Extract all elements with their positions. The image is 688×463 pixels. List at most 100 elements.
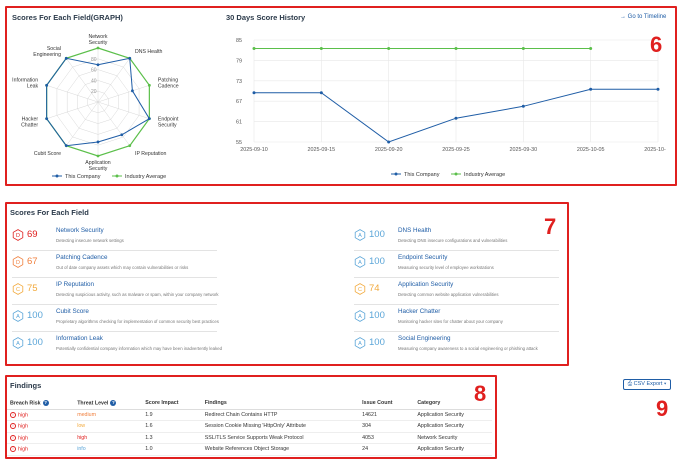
legend-this-company[interactable]: This Company	[391, 172, 440, 178]
findings-row[interactable]: ! high high 1.3 SSL/TLS Service Supports Wea…	[6, 432, 492, 444]
score-field-name[interactable]: IP Reputation	[56, 281, 95, 288]
help-icon[interactable]: ?	[110, 400, 117, 407]
score-field-name[interactable]: Hacker Chatter	[398, 308, 441, 315]
x-tick-label: 2025-09-25	[442, 147, 470, 153]
score-field-description: Measuring security level of employee wor…	[398, 265, 494, 270]
finding-link[interactable]: Redirect Chain Contains HTTP	[200, 409, 359, 421]
hexagon-badge-icon: D	[12, 256, 24, 268]
score-item[interactable]: A 100 Information Leak Potentially confiden…	[12, 335, 342, 359]
col-score-impact[interactable]: Score Impact	[141, 398, 201, 410]
svg-text:D: D	[16, 233, 20, 239]
legend-industry-average[interactable]: Industry Average	[112, 174, 166, 180]
findings-row[interactable]: ! high medium 1.9 Redirect Chain Contains HT…	[6, 409, 492, 421]
alert-icon: !	[10, 411, 16, 418]
score-value: 74	[369, 283, 380, 294]
score-item[interactable]: D 67 Patching Cadence Out of date company a…	[12, 254, 342, 278]
col-findings[interactable]: Findings	[200, 398, 359, 410]
radar-tick-label: 80	[91, 57, 97, 63]
row-divider	[12, 331, 217, 332]
score-value: 100	[369, 310, 385, 321]
score-field-name[interactable]: Endpoint Security	[398, 254, 448, 261]
line-point	[521, 47, 525, 50]
radar-category-label: Network Security	[88, 34, 107, 46]
radar-point	[131, 89, 134, 93]
findings-header-row: Breach Risk? Threat Level? Score Impact …	[6, 398, 492, 410]
radar-category-label: IP Reputation	[135, 151, 166, 157]
line-point	[252, 47, 256, 50]
line-point	[454, 47, 458, 50]
radar-point	[64, 56, 68, 60]
hexagon-badge-icon: A	[354, 310, 366, 322]
category-cell: Network Security	[413, 432, 492, 444]
y-tick-label: 85	[236, 38, 242, 44]
col-threat-level[interactable]: Threat Level?	[73, 398, 142, 410]
y-tick-label: 79	[236, 58, 242, 64]
score-item[interactable]: A 100 DNS Health Detecting DNS insecure con…	[354, 227, 684, 251]
score-field-name[interactable]: Patching Cadence	[56, 254, 108, 261]
finding-link[interactable]: SSL/TLS Service Supports Weak Protocol	[200, 432, 359, 444]
row-divider	[12, 277, 217, 278]
svg-text:C: C	[358, 287, 362, 293]
score-field-description: Out of date company assets which may con…	[56, 265, 189, 270]
csv-export-button[interactable]: ⎙ CSV Export ▾	[623, 379, 671, 390]
svg-text:Industry Average: Industry Average	[464, 172, 505, 178]
score-item[interactable]: C 74 Application Security Detecting common …	[354, 281, 684, 305]
x-tick-label: 2025-09-15	[308, 147, 336, 153]
alert-icon: !	[10, 434, 16, 441]
score-impact-cell: 1.9	[141, 409, 201, 421]
radar-point	[64, 144, 68, 148]
score-item[interactable]: A 100 Social Engineering Measuring company …	[354, 335, 684, 359]
finding-link[interactable]: Session Cookie Missing 'HttpOnly' Attrib…	[200, 420, 359, 433]
score-field-description: Detecting DNS insecure configurations an…	[398, 238, 508, 243]
score-field-name[interactable]: Social Engineering	[398, 335, 451, 342]
score-item[interactable]: A 100 Hacker Chatter Monitoring hacker site…	[354, 308, 684, 332]
score-item[interactable]: C 75 IP Reputation Detecting suspicious act…	[12, 281, 342, 305]
score-value: 100	[27, 310, 43, 321]
y-tick-label: 61	[236, 120, 242, 126]
legend-industry-average[interactable]: Industry Average	[451, 172, 505, 178]
help-icon[interactable]: ?	[42, 400, 49, 407]
score-field-description: Detecting suspicious activity, such as m…	[56, 292, 219, 297]
score-field-description: Proprietary algorithms checking for impl…	[56, 319, 219, 324]
score-field-name[interactable]: Network Security	[56, 227, 104, 234]
findings-row[interactable]: ! high info 1.0 Website References Object St…	[6, 443, 492, 456]
radar-tick-label: 40	[91, 78, 97, 84]
y-tick-label: 55	[236, 140, 242, 146]
score-field-name[interactable]: Information Leak	[56, 335, 103, 342]
issue-count-cell: 4053	[358, 432, 414, 444]
legend-this-company[interactable]: This Company	[52, 174, 101, 180]
threat-level-cell: medium	[73, 409, 142, 421]
issue-count-cell: 24	[358, 443, 414, 456]
scores-panel-title: Scores For Each Field	[10, 208, 89, 217]
score-value: 100	[369, 229, 385, 240]
finding-link[interactable]: Website References Object Storage	[200, 443, 359, 456]
annotation-number-6: 6	[650, 32, 663, 57]
col-category[interactable]: Category	[413, 398, 492, 410]
score-impact-cell: 1.6	[141, 420, 201, 433]
score-item[interactable]: A 100 Cubit Score Proprietary algorithms ch…	[12, 308, 342, 332]
score-impact-cell: 1.3	[141, 432, 201, 444]
radar-spoke	[66, 58, 99, 103]
hexagon-badge-icon: A	[354, 229, 366, 241]
issue-count-cell: 14621	[358, 409, 414, 421]
annotation-box-findings	[5, 375, 497, 459]
svg-text:A: A	[16, 314, 20, 320]
findings-table: Breach Risk? Threat Level? Score Impact …	[6, 398, 492, 456]
col-issue-count[interactable]: Issue Count	[358, 398, 414, 410]
score-item[interactable]: A 100 Endpoint Security Measuring security …	[354, 254, 684, 278]
row-divider	[354, 304, 559, 305]
score-field-name[interactable]: Application Security	[398, 281, 454, 288]
go-to-timeline-link[interactable]: → Go to Timeline	[620, 14, 667, 20]
score-item[interactable]: D 69 Network Security Detecting insecure ne…	[12, 227, 342, 251]
alert-icon: !	[10, 423, 16, 430]
x-tick-label: 2025-10-05	[577, 147, 605, 153]
findings-title: Findings	[10, 381, 42, 390]
radar-point	[45, 83, 49, 87]
score-field-name[interactable]: Cubit Score	[56, 308, 89, 315]
col-breach-risk[interactable]: Breach Risk?	[6, 398, 74, 410]
findings-row[interactable]: ! high low 1.6 Session Cookie Missing 'HttpO…	[6, 420, 492, 433]
row-divider	[12, 250, 217, 251]
radar-spoke	[97, 58, 130, 103]
score-field-name[interactable]: DNS Health	[398, 227, 432, 234]
score-value: 100	[369, 256, 385, 267]
